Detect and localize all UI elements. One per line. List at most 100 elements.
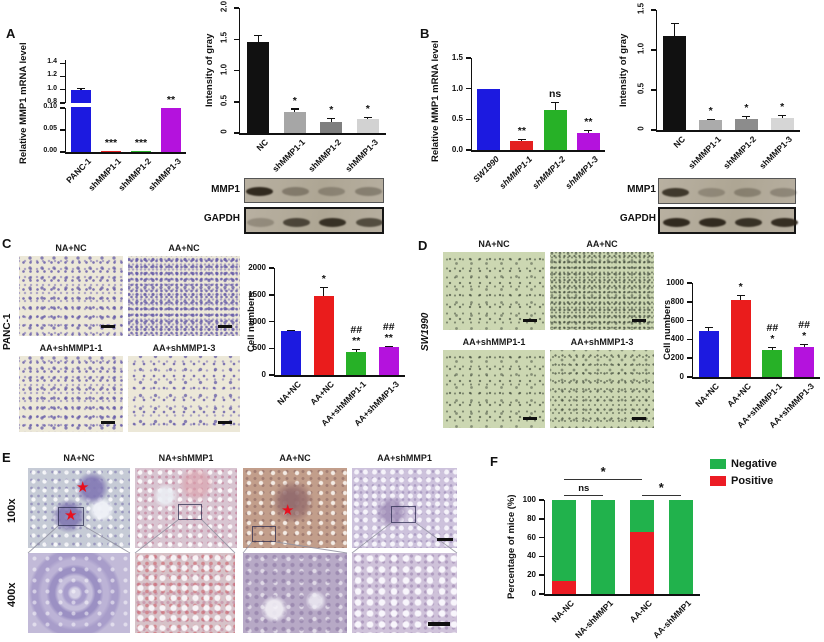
y-tick (59, 107, 65, 109)
y-tick (59, 88, 65, 91)
sig-annotation: * (292, 94, 297, 107)
blot-mmp1 (244, 178, 384, 203)
histology-micrograph (243, 553, 347, 633)
x-axis (238, 133, 386, 135)
red-star-icon: ★ (76, 479, 90, 496)
panc1-title: AA+NC (168, 243, 200, 253)
y-tick (465, 57, 471, 59)
y-tick-label: 100 (522, 495, 536, 504)
histology-title: NA+NC (63, 453, 95, 463)
panel-label-e: E (2, 450, 11, 465)
protein-band-NC (246, 218, 274, 227)
error-bar (323, 286, 325, 296)
sig-annotation: ** (166, 93, 176, 106)
histology-title: AA+shMMP1 (377, 453, 432, 463)
protein-band-shMMP1-2 (319, 218, 347, 227)
sig-bracket (564, 495, 604, 497)
red-star-icon: ★ (281, 502, 295, 519)
scale-bar (437, 538, 453, 541)
y-tick (686, 282, 692, 284)
error-bar-cap (736, 294, 745, 296)
y-tick-label: 0 (636, 126, 646, 131)
wb-row-label-mmp1: MMP1 (211, 184, 240, 195)
y-tick-label: 0.5 (636, 82, 646, 95)
bar-NA+NC (281, 330, 302, 375)
error-bar (674, 22, 676, 37)
y-tick (233, 69, 239, 72)
bar-shMMP1-3 (576, 133, 600, 150)
y-axis (543, 500, 545, 594)
sw1990-micrograph (443, 252, 545, 330)
panc1-micrograph (128, 356, 240, 432)
error-bar-cap (768, 347, 777, 349)
protein-band-shMMP1-1 (282, 218, 310, 227)
protein-band-shMMP1-1 (698, 218, 726, 227)
y-axis (273, 268, 275, 375)
y-tick-label: 0.5 (219, 94, 229, 106)
y-tick-label: 400 (670, 334, 684, 344)
sig-label: ns (578, 483, 590, 494)
inset-box (178, 504, 202, 520)
histology-micrograph (28, 553, 130, 633)
sw1990-title: AA+shMMP1-3 (570, 337, 634, 347)
y-tick (465, 149, 471, 151)
protein-band-shMMP1-2 (734, 218, 762, 227)
y-tick (268, 294, 274, 296)
bar-AA+shMMP1-3 (794, 346, 815, 377)
y-axis (64, 107, 66, 152)
error-bar (355, 348, 357, 352)
error-bar (740, 294, 742, 300)
y-tick-label: 500 (252, 343, 266, 353)
y-tick (268, 320, 274, 323)
legend-label: Positive (731, 475, 774, 487)
error-bar (781, 114, 783, 118)
y-tick-label: 0.05 (43, 124, 57, 132)
y-axis-label: Percentage of mice (%) (506, 494, 517, 600)
y-tick-label: 1.0 (451, 83, 463, 93)
bar-shMMP1-1 (101, 151, 121, 152)
histology-micrograph (352, 553, 457, 633)
y-tick-label: 200 (670, 353, 684, 363)
error-bar (330, 118, 332, 122)
y-tick (686, 357, 692, 359)
y-tick (538, 536, 544, 539)
f_mice-plot-area: 0 20 40 60 80 100 ns * * NA-NC NA-shMMP1 AA-NC AA-sh… (523, 464, 700, 640)
sw1990-micrograph (550, 350, 654, 428)
y-tick (233, 101, 239, 103)
y-tick (538, 574, 544, 576)
y-tick-label: 1.0 (636, 42, 646, 55)
y-tick (538, 499, 544, 501)
inset-box (391, 506, 416, 523)
sig-annotation: * (780, 100, 785, 113)
bar-NC (663, 36, 687, 130)
y-tick (538, 555, 544, 558)
bar-segment-negative (591, 500, 616, 594)
bar-segment-negative (552, 500, 577, 581)
wb-row-label-mmp1: MMP1 (627, 184, 656, 195)
sig-annotation: ** (517, 124, 526, 137)
y-tick-label: 0.0 (451, 145, 463, 154)
bar-shMMP1-1 (510, 141, 534, 150)
y-axis (691, 283, 693, 377)
b_gray-plot-area: 0 0.5 1.0 1.5 * * * NC shMMP1-1 shMMP1-2 shMMP1-3 (637, 3, 800, 171)
y-tick (538, 518, 544, 520)
bar-shMMP1-3 (161, 107, 181, 152)
y-tick (59, 129, 65, 131)
y-tick-label: 600 (670, 315, 684, 325)
scale-bar (428, 622, 450, 626)
y-tick-label: 1000 (248, 316, 266, 326)
scale-bar (523, 417, 537, 420)
error-bar (708, 326, 710, 331)
chart-cell-numbers-panc1: 0 500 1000 1500 2000 * ## ** ## ** NA+NC AA+NC AA+… (246, 248, 420, 433)
bar-shMMP1-2 (734, 118, 758, 130)
sig-bracket (564, 479, 642, 481)
y-tick (650, 89, 656, 91)
sig-bracket (641, 495, 681, 497)
sw1990-title: NA+NC (478, 239, 510, 249)
panc1-title: NA+NC (55, 243, 87, 253)
error-bar-cap (778, 114, 787, 116)
y-tick (59, 75, 65, 78)
sig-annotation: ## ** (382, 320, 395, 344)
y-axis-label: Intensity of gray (618, 33, 629, 107)
error-bar (521, 138, 523, 142)
